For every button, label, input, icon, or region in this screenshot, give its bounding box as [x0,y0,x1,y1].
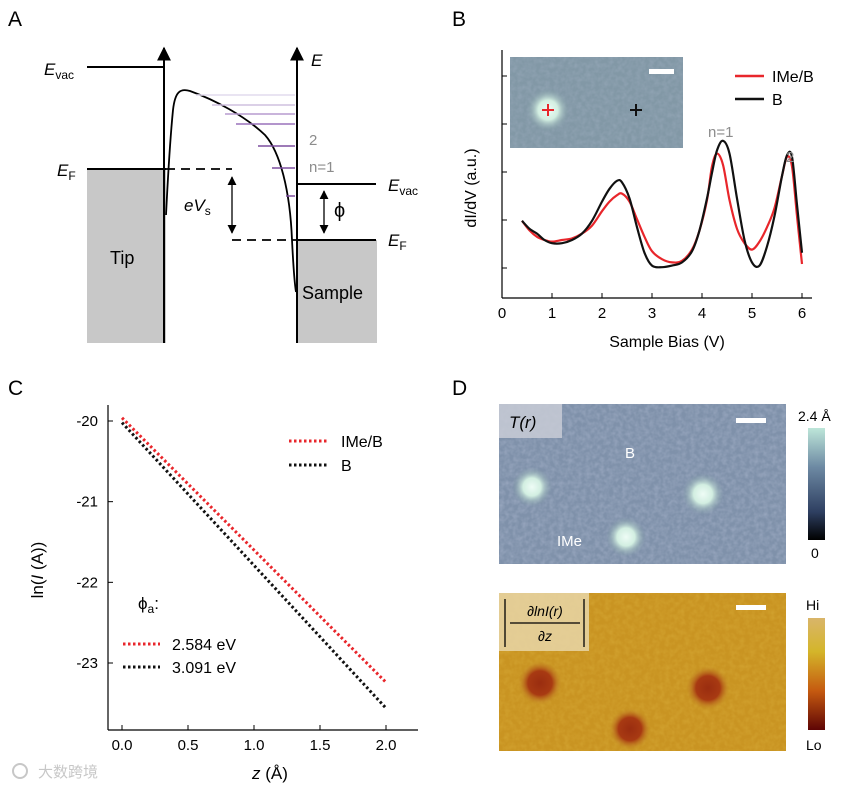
x-tick-label: 4 [698,305,706,322]
molecule-dip [609,708,651,750]
colorbar-max-label: 2.4 Å [798,408,831,424]
sample-vacuum-label: Evac [388,176,418,198]
series-line-ime-b [120,416,388,684]
y-tick-label: -20 [76,413,98,430]
figure-label-c: C [8,377,23,400]
phi-value-ime: 2.584 eV [172,637,236,654]
x-axis-title: Sample Bias (V) [609,334,725,351]
figure-label-d: D [452,377,467,400]
lni-lines [120,416,388,710]
x-tick-label: 2 [598,305,606,322]
x-tick-label: 0.5 [178,737,199,754]
topography-label: T(r) [509,413,536,432]
level-n2-label: 2 [309,132,317,149]
x-tick-label: 1 [548,305,556,322]
x-tick-label: 1.5 [310,737,331,754]
black-cross-marker [630,104,642,116]
legend-label-b: B [772,92,783,109]
tip-fermi-label: EF [57,161,76,183]
legend-label-ime: IMe/B [772,69,814,86]
red-cross-marker [542,104,554,116]
topography-colorbar [808,428,825,540]
bias-label: eVs [184,196,211,218]
x-tick-label: 1.0 [244,737,265,754]
work-function-colorbar [808,618,825,730]
tip-label: Tip [110,248,134,268]
x-tick-label: 5 [748,305,756,322]
y-ticks: -20 -21 -22 -23 [76,413,113,672]
y-axis-title: ln(I (A)) [28,542,47,599]
y-tick-label: -21 [76,494,98,511]
sample-label: Sample [302,283,363,303]
tip-vacuum-label: Evac [44,60,74,82]
y-tick-label: -22 [76,574,98,591]
x-tick-label: 3 [648,305,656,322]
watermark: 大数跨境 [12,763,98,781]
site-label-ime: IMe [557,533,582,550]
molecule-dip [518,661,562,705]
energy-axis-label: E [311,51,323,70]
fraction-numerator: ∂lnI(r) [527,603,563,619]
series-line-b [521,139,804,269]
scale-bar [649,69,674,74]
legend-label-b: B [341,458,352,475]
label-box [499,404,562,438]
scale-bar [736,418,766,423]
x-ticks: 0.0 0.5 1.0 1.5 2.0 [112,725,397,754]
legend: IMe/B B [735,69,814,109]
work-function-heading: ϕa: [138,594,159,616]
panel-a-energy-diagram: Evac EF E 2 n=1 Evac EF eVs ϕ Tip Sample [44,46,418,343]
x-ticks: 0 1 2 3 4 5 6 [498,293,806,322]
panel-c-lni-chart: 0.0 0.5 1.0 1.5 2.0 -20 -21 -22 -23 z (Å) ln(I … [28,405,418,783]
panel-b-didv-chart: 0 1 2 3 4 5 6 Sample Bias (V) dI/dV (a.u.) n=1… [463,50,814,351]
series-line-ime-b [521,152,804,265]
barrier-curve [165,89,297,293]
x-axis-title: z (Å) [251,764,288,783]
legend-label-ime: IMe/B [341,434,383,451]
y-axis-title: dI/dV (a.u.) [463,148,480,227]
panel-d-topography: T(r) B IMe 2.4 Å 0 [499,404,831,564]
sample-fermi-label: EF [388,231,407,253]
figure-label-b: B [452,8,466,31]
peak-label-n1: n=1 [708,124,733,141]
spectra-lines [521,139,804,269]
phi-value-b: 3.091 eV [172,660,236,677]
scale-bar [736,605,766,610]
molecule-dip [686,666,730,710]
molecule-spot [606,517,646,557]
x-tick-label: 0 [498,305,506,322]
level-n1-label: n=1 [309,159,334,176]
colorbar-hi-label: Hi [806,597,819,613]
legend: IMe/B B [289,434,383,475]
y-tick-label: -23 [76,655,98,672]
watermark-text: 大数跨境 [38,763,98,781]
x-tick-label: 6 [798,305,806,322]
figure-label-a: A [8,8,22,31]
sample-block [297,240,377,343]
y-axis-ticks [502,75,507,269]
workfunction-label: ϕ [334,200,345,222]
x-tick-label: 0.0 [112,737,133,754]
fraction-denominator: ∂z [538,628,552,644]
site-label-b: B [625,445,635,462]
tip-block [87,169,166,343]
x-tick-label: 2.0 [376,737,397,754]
panel-d-work-function-map: ∂lnI(r) ∂z Hi Lo [499,593,825,753]
peak-label-n2: 2 [786,149,794,166]
molecule-spot [682,473,724,515]
label-box [499,593,589,651]
molecule-spot [512,467,552,507]
watermark-logo-icon [12,763,28,779]
colorbar-min-label: 0 [811,545,819,561]
inset-stm-image [510,57,683,148]
colorbar-lo-label: Lo [806,737,822,753]
